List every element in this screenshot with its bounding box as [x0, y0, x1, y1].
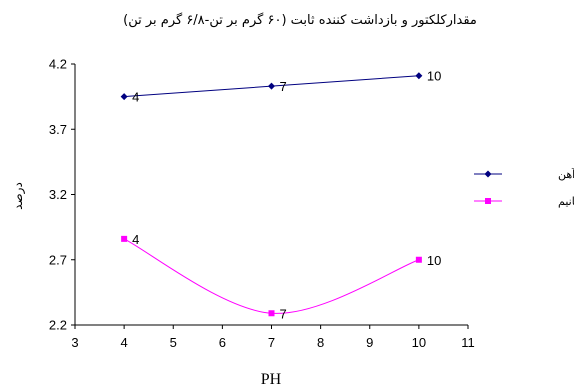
x-tick-label: 3: [71, 335, 78, 350]
data-label: 10: [427, 69, 441, 84]
data-point: [415, 256, 422, 263]
x-axis-title: PH: [261, 371, 282, 388]
y-axis-title: درصد: [11, 182, 26, 210]
y-tick-label: 2.2: [49, 318, 67, 333]
x-axis-ticks: 3 4 5 6 7 8 9 10 11: [71, 325, 475, 350]
x-tick-label: 10: [412, 335, 426, 350]
y-tick-label: 3.7: [49, 122, 67, 137]
data-point: [268, 310, 275, 317]
x-tick-label: 7: [268, 335, 275, 350]
data-label: 7: [280, 79, 287, 94]
y-tick-label: 3.2: [49, 187, 67, 202]
series-layer: 4 7 10 4 7 10: [120, 69, 441, 321]
data-point: [268, 82, 275, 90]
y-tick-label: 2.7: [49, 252, 67, 267]
y-tick-label: 4.2: [49, 57, 67, 72]
data-label: 4: [132, 232, 139, 247]
data-label: 4: [132, 90, 139, 105]
legend-marker-titanium-oxide: [485, 198, 491, 204]
y-axis-ticks: 2.2 2.7 3.2 3.7 4.2: [49, 57, 75, 333]
x-tick-label: 11: [461, 335, 475, 350]
legend-label-titanium-oxide: اکسید تیتانیم: [558, 195, 574, 208]
data-point: [121, 235, 128, 242]
data-point: [120, 93, 128, 101]
x-tick-label: 8: [317, 335, 324, 350]
legend-marker-iron-oxide: [484, 170, 492, 178]
data-label: 7: [280, 306, 287, 321]
legend: اکسید آهن اکسید تیتانیم: [474, 167, 574, 208]
x-tick-label: 5: [170, 335, 177, 350]
x-tick-label: 6: [219, 335, 226, 350]
series-line-1: [123, 238, 420, 314]
data-point: [415, 72, 423, 80]
data-label: 10: [427, 253, 441, 268]
x-tick-label: 4: [121, 335, 128, 350]
chart-title: مقدارکلکتور و بازداشت کننده ثابت (۶۰ گرم…: [123, 12, 477, 28]
x-tick-label: 9: [366, 335, 373, 350]
legend-label-iron-oxide: اکسید آهن: [558, 167, 574, 181]
